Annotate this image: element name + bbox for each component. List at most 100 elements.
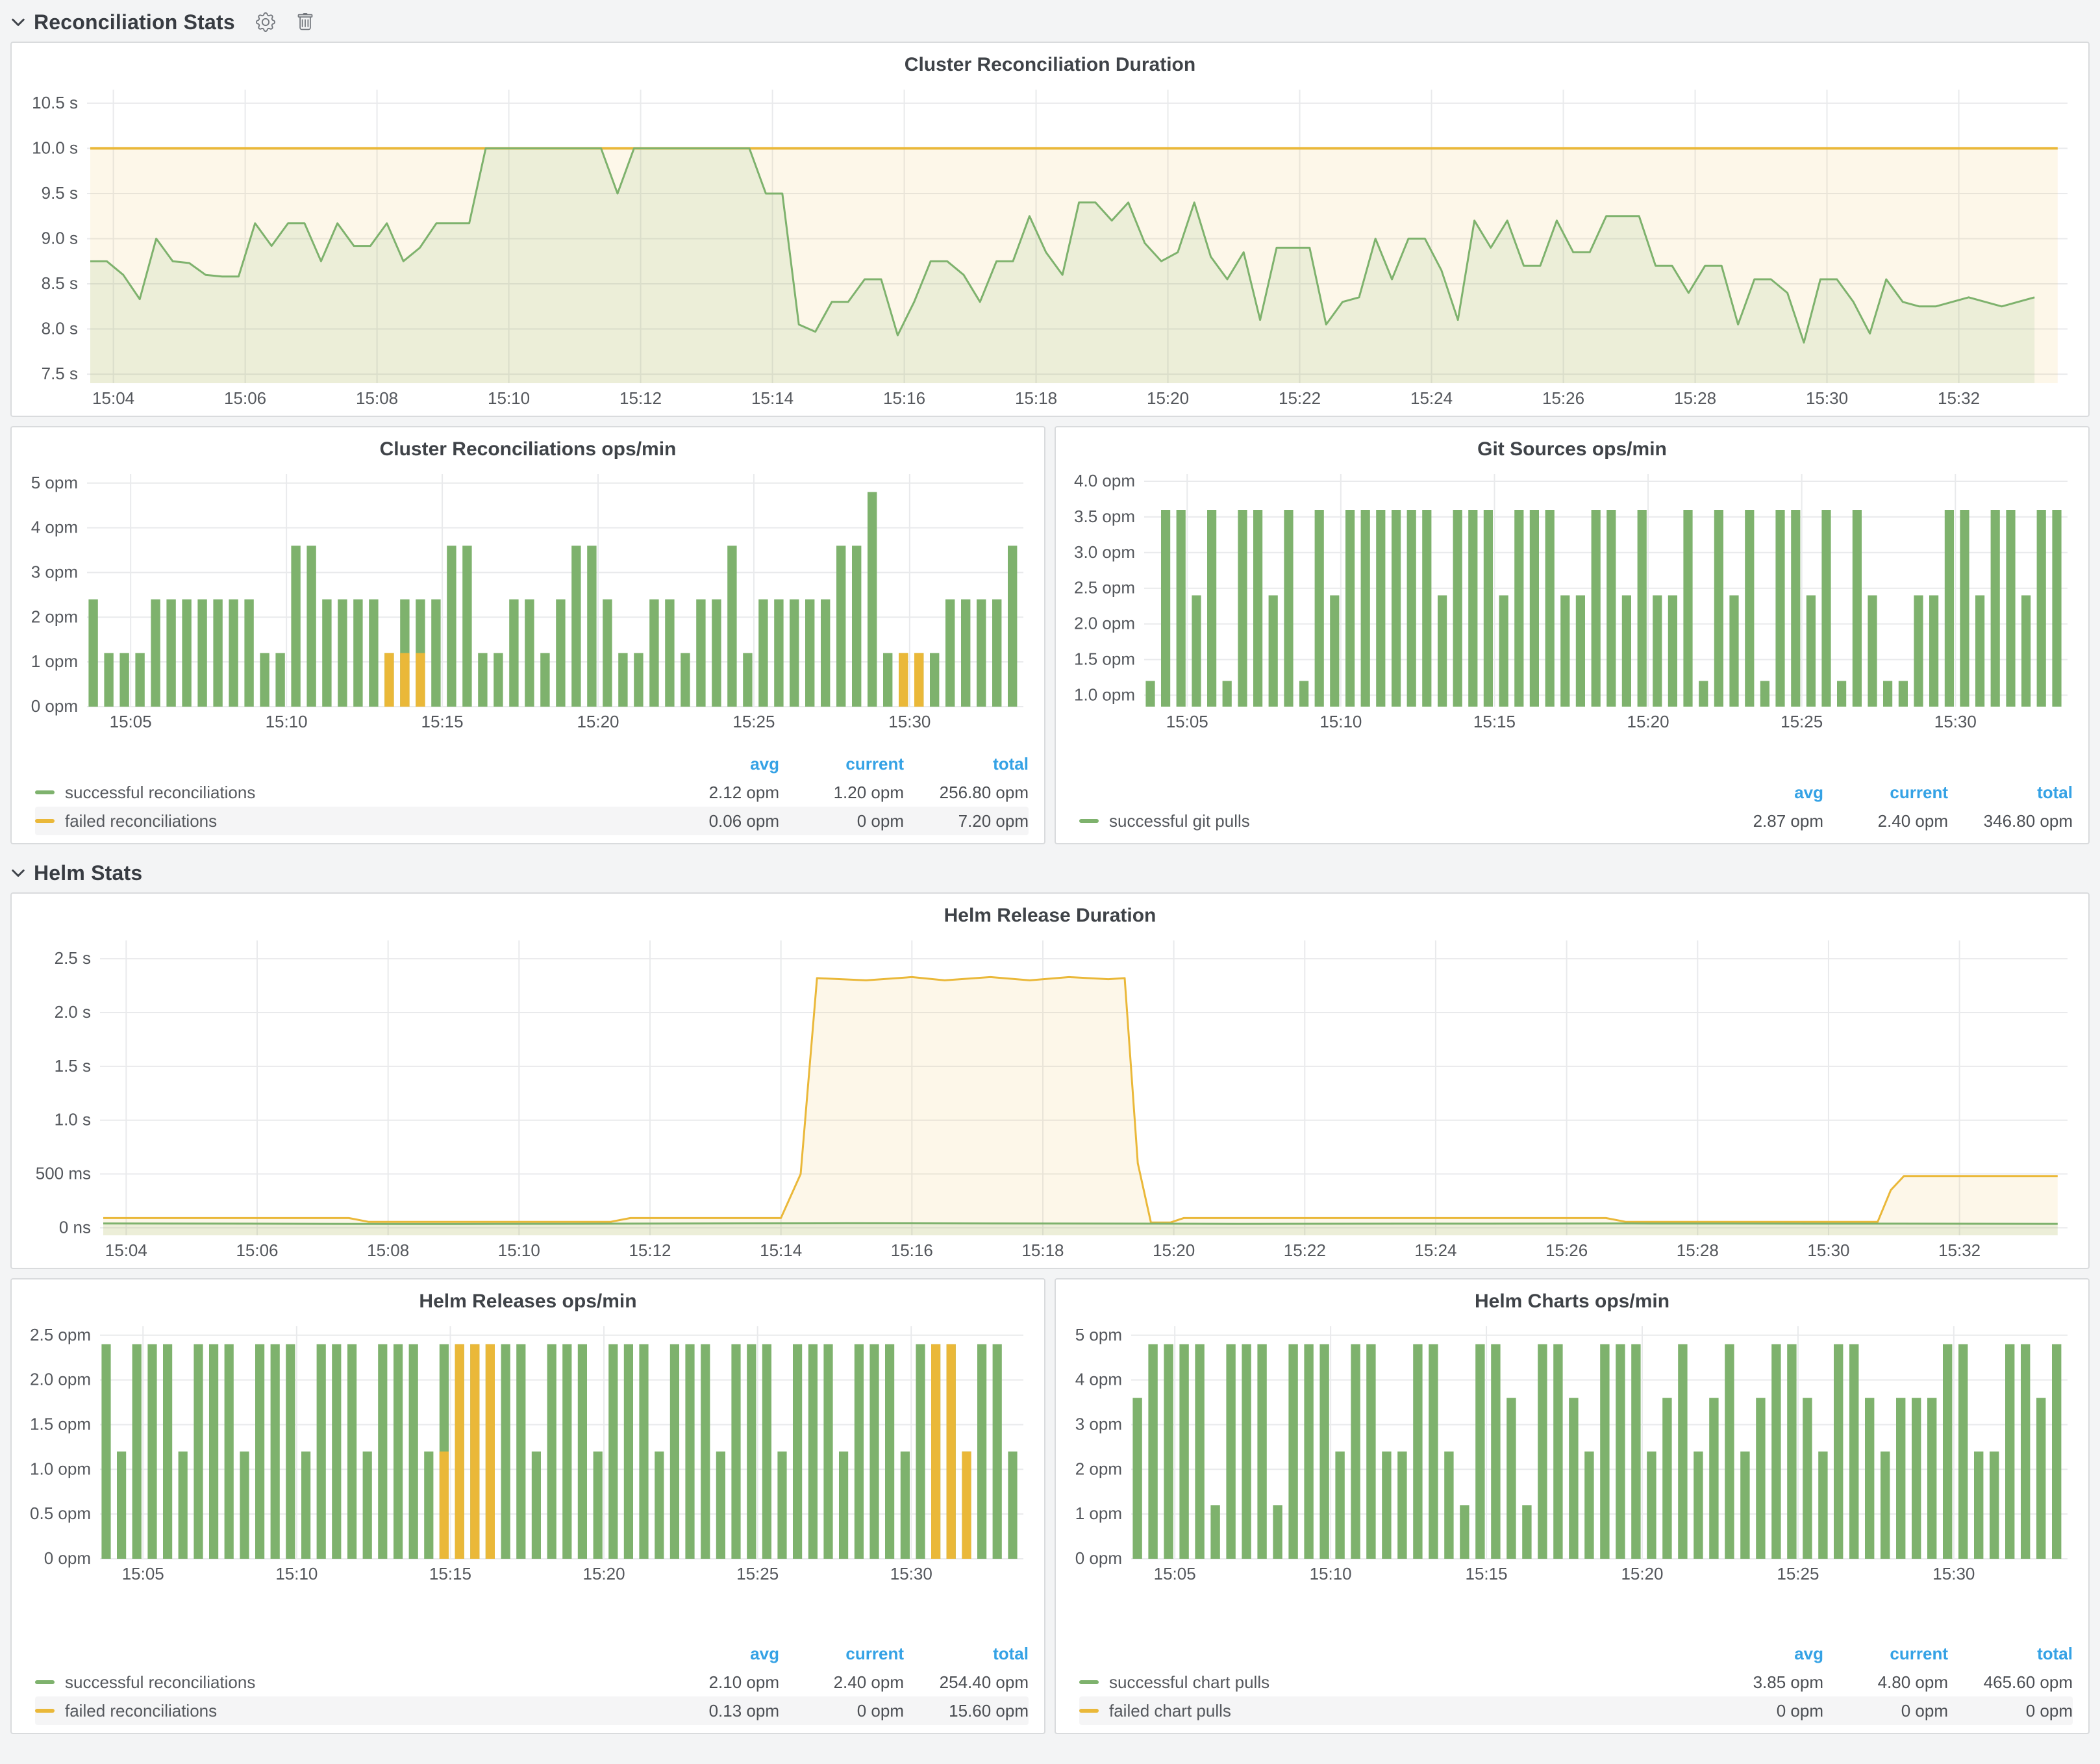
series-color-dash bbox=[1079, 1680, 1099, 1684]
x-axis-tick: 15:30 bbox=[1807, 1241, 1849, 1260]
y-axis-tick: 1.0 s bbox=[55, 1110, 91, 1129]
x-axis-tick: 15:15 bbox=[421, 712, 464, 731]
y-axis-tick: 2.0 opm bbox=[30, 1370, 91, 1389]
legend-sort-current[interactable]: current bbox=[845, 753, 904, 774]
legend-sort-avg[interactable]: avg bbox=[750, 753, 779, 774]
x-axis-tick: 15:15 bbox=[1466, 1564, 1508, 1583]
legend-row: successful reconciliations 2.10 opm 2.40 o… bbox=[35, 1668, 1029, 1696]
x-axis-tick: 15:14 bbox=[760, 1241, 802, 1260]
legend-series-label[interactable]: successful chart pulls bbox=[1109, 1672, 1270, 1692]
series-color-dash bbox=[35, 1709, 55, 1713]
x-axis-tick: 15:10 bbox=[498, 1241, 540, 1260]
panel-helm-releases-opm: Helm Releases ops/min 15:05 15:10 15:15 15:… bbox=[10, 1278, 1045, 1734]
helm-releases-chart[interactable]: 15:05 15:10 15:15 15:20 15:25 15:30 0 opm 0.5 o… bbox=[22, 1316, 1034, 1586]
x-axis-tick: 15:28 bbox=[1674, 388, 1716, 408]
x-axis-tick: 15:30 bbox=[1932, 1564, 1975, 1583]
y-axis-tick: 0 opm bbox=[1075, 1548, 1122, 1568]
panel-helm-charts-opm: Helm Charts ops/min 15:05 15:10 15:15 15:20… bbox=[1055, 1278, 2090, 1734]
legend-row: successful chart pulls 3.85 opm 4.80 opm 46… bbox=[1079, 1668, 2073, 1696]
x-axis-tick: 15:12 bbox=[619, 388, 662, 408]
x-axis-tick: 15:08 bbox=[367, 1241, 409, 1260]
legend-stat-value: 2.12 opm bbox=[708, 782, 779, 802]
series-color-dash bbox=[35, 790, 55, 794]
y-axis-tick: 9.0 s bbox=[42, 228, 78, 247]
section-header-reconciliation-stats[interactable]: Reconciliation Stats bbox=[10, 3, 2090, 42]
y-axis-tick: 500 ms bbox=[36, 1164, 91, 1183]
y-axis-tick: 4.0 opm bbox=[1074, 471, 1135, 490]
legend-header-row: avg current total bbox=[1079, 778, 2073, 807]
legend-stat-value: 0 opm bbox=[856, 1700, 904, 1720]
x-axis-tick: 15:20 bbox=[1621, 1564, 1663, 1583]
panel-title: Cluster Reconciliation Duration bbox=[904, 54, 1196, 75]
x-axis-tick: 15:12 bbox=[629, 1241, 671, 1260]
legend-sort-current[interactable]: current bbox=[1890, 782, 1948, 802]
x-axis-tick: 15:30 bbox=[1934, 712, 1977, 731]
legend-series-label[interactable]: successful reconciliations bbox=[65, 1672, 256, 1692]
legend-series-label[interactable]: failed reconciliations bbox=[65, 1700, 218, 1720]
legend-series-label[interactable]: failed chart pulls bbox=[1109, 1700, 1231, 1720]
legend-sort-total[interactable]: total bbox=[2037, 782, 2073, 802]
legend-stat-value: 2.10 opm bbox=[708, 1672, 779, 1692]
legend-stat-value: 1.20 opm bbox=[833, 782, 904, 802]
legend-sort-total[interactable]: total bbox=[2037, 1643, 2073, 1663]
panel-title: Cluster Reconciliations ops/min bbox=[379, 438, 677, 460]
legend-series-label[interactable]: successful git pulls bbox=[1109, 811, 1250, 831]
series-color-dash bbox=[35, 819, 55, 823]
x-axis-tick: 15:15 bbox=[429, 1564, 471, 1583]
legend-stat-value: 15.60 opm bbox=[949, 1700, 1029, 1720]
y-axis-tick: 2.0 opm bbox=[1074, 614, 1135, 633]
legend-sort-total[interactable]: total bbox=[993, 1643, 1029, 1663]
panel-title: Git Sources ops/min bbox=[1477, 438, 1667, 460]
series-color-dash bbox=[35, 1680, 55, 1684]
legend-sort-avg[interactable]: avg bbox=[750, 1643, 779, 1663]
series-color-dash bbox=[1079, 819, 1099, 823]
legend-sort-avg[interactable]: avg bbox=[1794, 1643, 1823, 1663]
panel-git-sources-opm: Git Sources ops/min 15:05 15:10 15:15 15:20… bbox=[1055, 426, 2090, 844]
trash-icon[interactable] bbox=[296, 12, 314, 32]
legend-sort-current[interactable]: current bbox=[1890, 1643, 1948, 1663]
legend-row: failed chart pulls 0 opm 0 opm 0 opm bbox=[1079, 1696, 2073, 1725]
section-title: Helm Stats bbox=[34, 861, 143, 885]
x-axis-tick: 15:30 bbox=[890, 1564, 932, 1583]
legend-sort-total[interactable]: total bbox=[993, 753, 1029, 774]
legend-stat-value: 465.60 opm bbox=[1983, 1672, 2073, 1692]
x-axis-tick: 15:20 bbox=[1153, 1241, 1195, 1260]
git-sources-plot: 15:05 15:10 15:15 15:20 15:25 15:30 1.0 opm 1.5… bbox=[1074, 471, 2068, 731]
legend-stat-value: 2.40 opm bbox=[1877, 811, 1948, 831]
y-axis-tick: 2.5 opm bbox=[30, 1325, 91, 1344]
legend-series-label[interactable]: successful reconciliations bbox=[65, 782, 256, 802]
y-axis-tick: 1.0 opm bbox=[1074, 685, 1135, 704]
gear-icon[interactable] bbox=[255, 12, 275, 32]
y-axis-tick: 2 opm bbox=[1075, 1459, 1122, 1478]
x-axis-tick: 15:05 bbox=[1166, 712, 1208, 731]
panel-cluster-reconciliation-duration: Cluster Reconciliation Duration 15:04 15:… bbox=[10, 42, 2090, 417]
legend-header-row: avg current total bbox=[35, 750, 1029, 778]
legend-sort-current[interactable]: current bbox=[845, 1643, 904, 1663]
cluster-reconciliations-chart[interactable]: 15:05 15:10 15:15 15:20 15:25 15:30 0 opm 1 opm… bbox=[22, 464, 1034, 734]
legend-series-label[interactable]: failed reconciliations bbox=[65, 811, 218, 831]
x-axis-tick: 15:25 bbox=[1781, 712, 1823, 731]
legend-sort-avg[interactable]: avg bbox=[1794, 782, 1823, 802]
y-axis-tick: 9.5 s bbox=[42, 183, 78, 203]
legend-stat-value: 0 opm bbox=[856, 811, 904, 831]
section-header-helm-stats[interactable]: Helm Stats bbox=[10, 853, 2090, 892]
helm-charts-chart[interactable]: 15:05 15:10 15:15 15:20 15:25 15:30 0 opm 1 opm… bbox=[1066, 1316, 2078, 1586]
legend-row: successful reconciliations 2.12 opm 1.20 o… bbox=[35, 778, 1029, 807]
chevron-down-icon bbox=[10, 865, 26, 881]
x-axis-tick: 15:08 bbox=[356, 388, 398, 408]
cluster-reconciliation-duration-chart[interactable]: 15:04 15:06 15:08 15:10 15:12 15:14 15:16 15:18… bbox=[22, 79, 2078, 410]
legend-row: successful git pulls 2.87 opm 2.40 opm 346.… bbox=[1079, 807, 2073, 835]
section-title: Reconciliation Stats bbox=[34, 10, 235, 34]
x-axis-tick: 15:30 bbox=[888, 712, 931, 731]
legend-stat-value: 0.06 opm bbox=[708, 811, 779, 831]
x-axis-tick: 15:30 bbox=[1806, 388, 1848, 408]
x-axis-tick: 15:26 bbox=[1542, 388, 1584, 408]
y-axis-tick: 2.5 opm bbox=[1074, 578, 1135, 598]
git-sources-chart[interactable]: 15:05 15:10 15:15 15:20 15:25 15:30 1.0 opm 1.5… bbox=[1066, 464, 2078, 734]
legend-stat-value: 2.40 opm bbox=[833, 1672, 904, 1692]
legend-stat-value: 7.20 opm bbox=[958, 811, 1029, 831]
legend-row: failed reconciliations 0.06 opm 0 opm 7.20 … bbox=[35, 807, 1029, 835]
x-axis-tick: 15:06 bbox=[236, 1241, 278, 1260]
helm-release-duration-chart[interactable]: 15:04 15:06 15:08 15:10 15:12 15:14 15:16 15:18… bbox=[22, 930, 2078, 1263]
